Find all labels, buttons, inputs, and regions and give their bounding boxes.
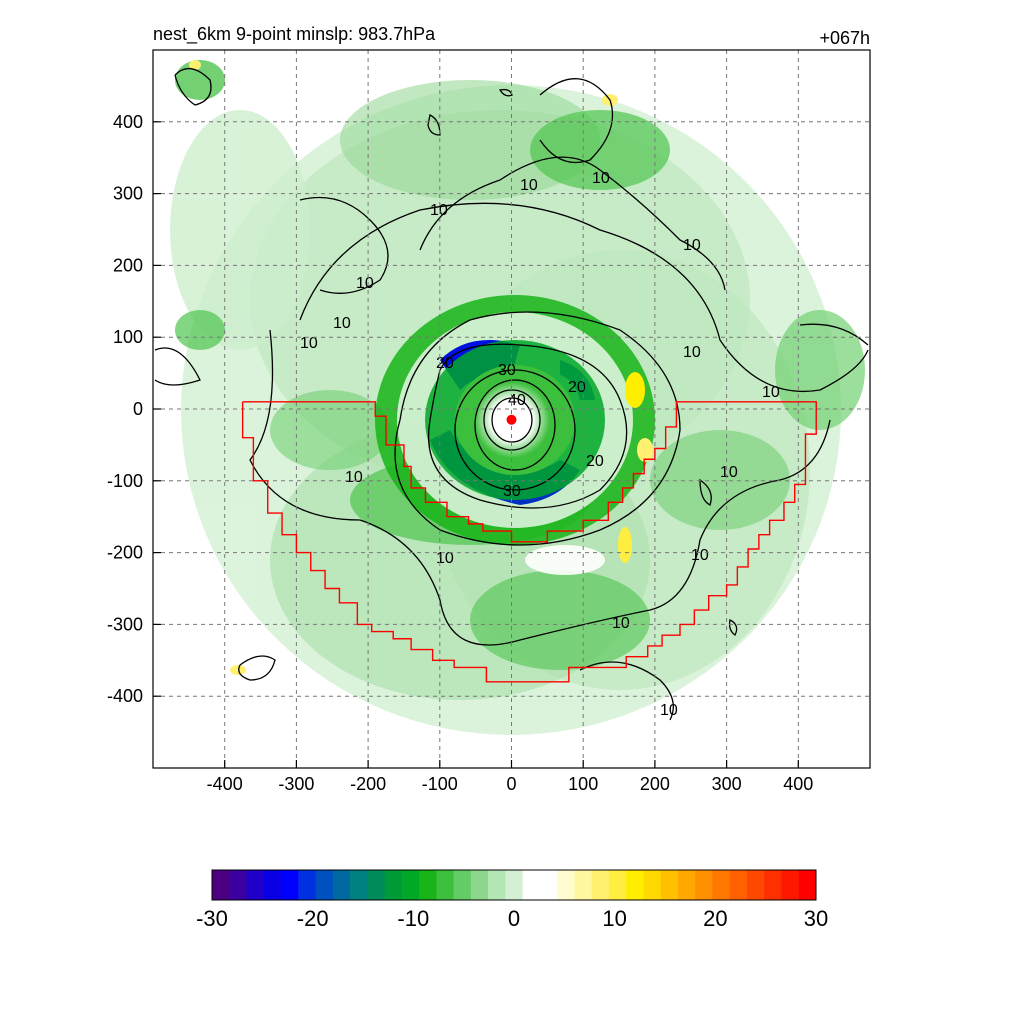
contour-label-40: 40 [508, 392, 526, 409]
contour-label-10: 10 [436, 550, 454, 567]
colorbar-swatch [212, 870, 230, 900]
contour-label-20: 20 [586, 453, 604, 470]
x-tick-label: -100 [422, 774, 458, 794]
contour-label-10: 10 [430, 202, 448, 219]
colorbar-swatch [608, 870, 627, 900]
colorbar-swatch [764, 870, 782, 900]
y-tick-label: 200 [113, 255, 143, 275]
colorbar-tick-labels: -30 -20 -10 0 10 20 30 [196, 906, 828, 931]
colorbar-swatch [695, 870, 713, 900]
x-tick-label: 400 [783, 774, 813, 794]
contour-label-10: 10 [356, 275, 374, 292]
domain-boundary [241, 401, 817, 683]
colorbar-swatch [522, 870, 541, 900]
y-tick-label: 0 [133, 399, 143, 419]
x-tick-label: 300 [712, 774, 742, 794]
contour-labels: 40 30 30 20 20 20 10 10 10 10 10 10 10 1… [300, 170, 780, 719]
colorbar-swatch [453, 870, 472, 900]
contour-label-10: 10 [612, 615, 630, 632]
colorbar-swatch [298, 870, 317, 900]
x-tick-label: 200 [640, 774, 670, 794]
x-tick-label: -200 [350, 774, 386, 794]
colorbar-swatch [419, 870, 437, 900]
colorbar-tick-label: 30 [804, 906, 828, 931]
contour-label-10: 10 [345, 469, 363, 486]
y-tick-label: -200 [107, 543, 143, 563]
colorbar-frame [211, 869, 817, 901]
x-axis: -400 -300 -200 -100 0 100 200 300 400 [207, 760, 813, 794]
x-tick-label: 0 [506, 774, 516, 794]
colorbar-swatch [401, 870, 420, 900]
colorbar-swatch [505, 870, 524, 900]
colorbar-swatch [384, 870, 403, 900]
colorbar-tick-label: -20 [297, 906, 329, 931]
y-tick-label: 100 [113, 327, 143, 347]
colorbar-tick-label: 20 [703, 906, 727, 931]
colorbar-swatch [246, 870, 265, 900]
colorbar-swatch [229, 870, 248, 900]
colorbar-swatch [626, 870, 644, 900]
colorbar-swatch [263, 870, 282, 900]
colorbar-swatch [488, 870, 506, 900]
contour-label-10: 10 [762, 384, 780, 401]
contour-label-30: 30 [498, 362, 516, 379]
colorbar-swatch [350, 870, 368, 900]
colorbar-swatch [539, 870, 558, 900]
colorbar-tick-label: 0 [508, 906, 520, 931]
y-axis: 400 300 200 100 0 -100 -200 -300 -400 [107, 112, 161, 706]
x-tick-label: 100 [568, 774, 598, 794]
colorbar-tick-label: -30 [196, 906, 228, 931]
colorbar-tick-label: 10 [602, 906, 626, 931]
y-tick-label: -100 [107, 471, 143, 491]
contour-label-10: 10 [683, 237, 701, 254]
forecast-hour-label: +067h [819, 28, 870, 48]
contour-label-20: 20 [436, 355, 454, 372]
x-tick-label: -400 [207, 774, 243, 794]
colorbar-swatch [367, 870, 386, 900]
colorbar-swatch [574, 870, 593, 900]
colorbar-tick-label: -10 [397, 906, 429, 931]
contour-label-10: 10 [691, 547, 709, 564]
colorbar-swatch [781, 870, 800, 900]
colorbar-swatch [660, 870, 679, 900]
y-tick-label: 400 [113, 112, 143, 132]
colorbar-swatch [677, 870, 696, 900]
y-tick-label: -300 [107, 614, 143, 634]
colorbar-swatch [332, 870, 351, 900]
contour-label-10: 10 [683, 344, 701, 361]
colorbar-swatch [643, 870, 662, 900]
colorbar-swatch [436, 870, 455, 900]
colorbar-swatch [470, 870, 489, 900]
y-tick-label: 300 [113, 184, 143, 204]
x-tick-label: -300 [278, 774, 314, 794]
contour-label-10: 10 [720, 464, 738, 481]
chart-title: nest_6km 9-point minslp: 983.7hPa [153, 24, 436, 45]
colorbar-swatch [591, 870, 610, 900]
colorbar-swatch [729, 870, 748, 900]
storm-center-marker [506, 414, 517, 425]
y-tick-label: -400 [107, 686, 143, 706]
contour-label-10: 10 [660, 702, 678, 719]
colorbar-swatch [281, 870, 299, 900]
contour-label-20: 20 [568, 379, 586, 396]
contour-label-10: 10 [592, 170, 610, 187]
contour-label-10: 10 [520, 177, 538, 194]
contour-label-10: 10 [300, 335, 318, 352]
colorbar [211, 869, 817, 901]
colorbar-swatch [712, 870, 731, 900]
colorbar-swatch [315, 870, 334, 900]
colorbar-swatch [557, 870, 575, 900]
colorbar-swatch [746, 870, 765, 900]
colorbar-swatch [798, 870, 817, 900]
contour-label-10: 10 [333, 315, 351, 332]
